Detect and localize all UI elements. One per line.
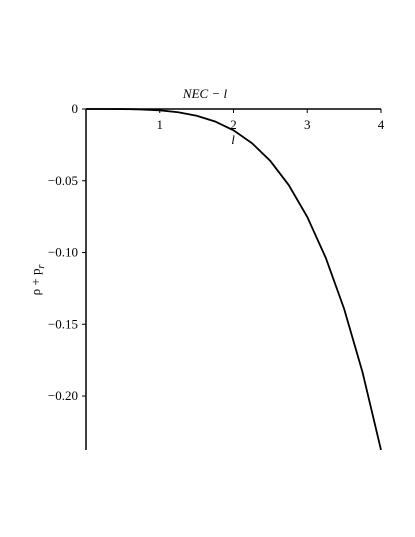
- x-tick-label: 1: [157, 117, 164, 132]
- y-tick-label: −0.20: [48, 388, 78, 403]
- y-label-main: ρ + p: [28, 269, 43, 296]
- x-tick-label: 4: [378, 117, 385, 132]
- y-tick-label: −0.10: [48, 245, 78, 260]
- x-tick-label: 2: [230, 117, 237, 132]
- y-tick-label: −0.15: [48, 316, 78, 331]
- y-tick-label: 0: [72, 101, 79, 116]
- y-label-sub: r: [36, 265, 47, 269]
- curve: [85, 108, 382, 451]
- y-tick-label: −0.05: [48, 173, 78, 188]
- y-axis-label: ρ + pr: [28, 265, 47, 296]
- chart-title: NEC − l: [182, 86, 228, 101]
- x-tick-label: 3: [304, 117, 311, 132]
- x-axis-label: l: [231, 132, 235, 147]
